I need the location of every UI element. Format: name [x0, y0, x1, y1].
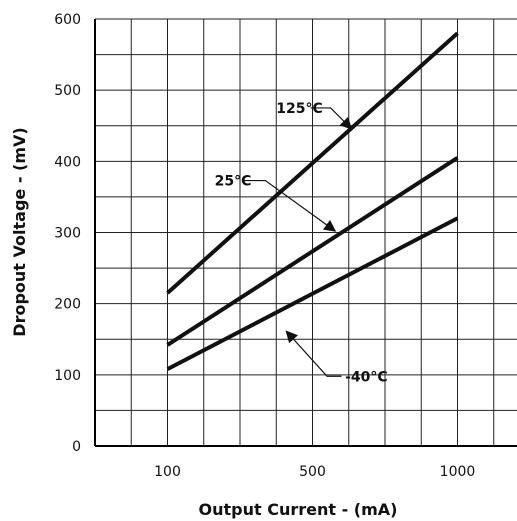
x-tick-label: 100 [154, 464, 181, 480]
y-tick-label: 500 [54, 83, 81, 99]
grid-layer [94, 18, 517, 447]
annotation-arrow-25-c [241, 179, 337, 232]
series-layer [166, 31, 459, 371]
annotation-label-25-c: 25°C [215, 174, 252, 190]
annotation-label-125-c: 125°C [276, 101, 323, 117]
x-tick-label: 1000 [440, 464, 476, 480]
annotation-arrow-125-c [310, 107, 353, 130]
series-line-125-c [166, 31, 459, 295]
y-tick-label: 100 [54, 368, 81, 384]
annotation-layer: 125°C 25°C -40°C [215, 101, 388, 385]
series-line-25-c [166, 156, 459, 347]
annotation-label-40-c: -40°C [345, 369, 388, 385]
x-axis-title: Output Current - (mA) [199, 500, 398, 519]
y-tick-label: 600 [54, 12, 81, 28]
series-line-40-c [166, 216, 459, 371]
y-axis-title: Dropout Voltage - (mV) [10, 127, 29, 336]
y-tick-label: 400 [54, 154, 81, 170]
y-tick-label: 0 [72, 439, 81, 455]
y-tick-label: 200 [54, 297, 81, 313]
x-tick-label: 500 [299, 464, 326, 480]
y-tick-label: 300 [54, 226, 81, 242]
tick-layer: 0 100 200 300 400 500 600 100 500 1000 [54, 12, 475, 480]
annotation-arrow-40-c [285, 330, 342, 377]
